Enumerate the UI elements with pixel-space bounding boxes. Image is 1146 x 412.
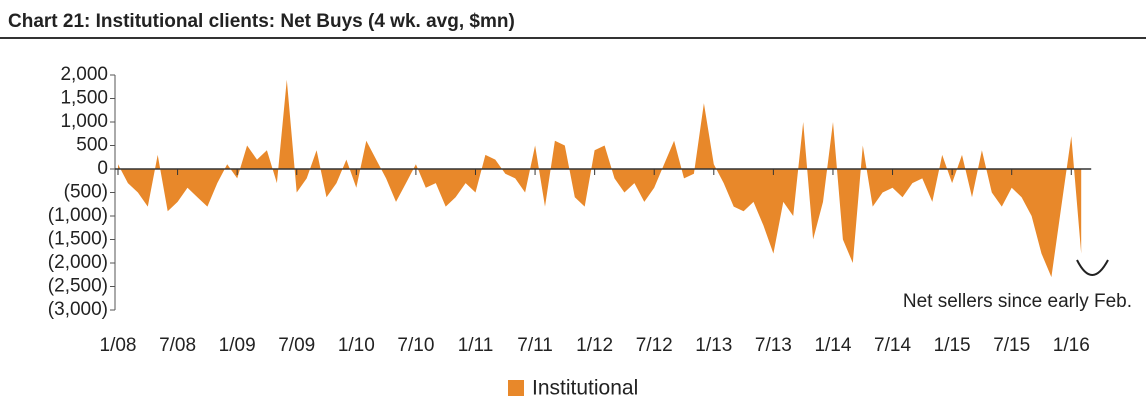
x-tick-label: 7/14 — [874, 335, 911, 356]
y-tick-label: (1,000) — [48, 205, 108, 226]
x-tick-label: 7/09 — [278, 335, 315, 356]
y-tick-label: 1,500 — [60, 88, 108, 109]
x-tick-label: 1/15 — [934, 335, 971, 356]
y-tick-label: (1,500) — [48, 229, 108, 250]
legend-swatch — [508, 380, 524, 396]
chart-title: Chart 21: Institutional clients: Net Buy… — [8, 11, 515, 32]
x-tick-label: 1/16 — [1053, 335, 1090, 356]
y-tick-label: (2,500) — [48, 276, 108, 297]
x-tick-label: 7/11 — [517, 335, 553, 356]
y-tick-label: (3,000) — [48, 299, 108, 320]
x-tick-label: 7/13 — [755, 335, 792, 356]
x-tick-label: 1/13 — [695, 335, 732, 356]
annotation-arc — [1076, 259, 1109, 276]
x-tick-label: 1/14 — [814, 335, 851, 356]
title-rule — [0, 37, 1146, 39]
x-tick-label: 1/08 — [100, 335, 137, 356]
y-tick-label: 2,000 — [60, 64, 108, 85]
x-tick-label: 1/09 — [219, 335, 256, 356]
x-tick-label: 7/10 — [397, 335, 434, 356]
x-tick-label: 7/12 — [636, 335, 673, 356]
annotation: Net sellers since early Feb. — [903, 291, 1132, 312]
y-tick-label: (500) — [64, 182, 108, 203]
x-tick-label: 1/11 — [458, 335, 494, 356]
legend-label: Institutional — [532, 377, 638, 400]
y-tick-label: 0 — [97, 158, 108, 179]
x-tick-label: 7/15 — [993, 335, 1030, 356]
x-tick-label: 7/08 — [159, 335, 196, 356]
y-tick-label: (2,000) — [48, 252, 108, 273]
x-tick-label: 1/10 — [338, 335, 375, 356]
area — [118, 79, 1082, 278]
y-tick-label: 500 — [76, 135, 108, 156]
y-tick-label: 1,000 — [60, 111, 108, 132]
x-tick-label: 1/12 — [576, 335, 613, 356]
